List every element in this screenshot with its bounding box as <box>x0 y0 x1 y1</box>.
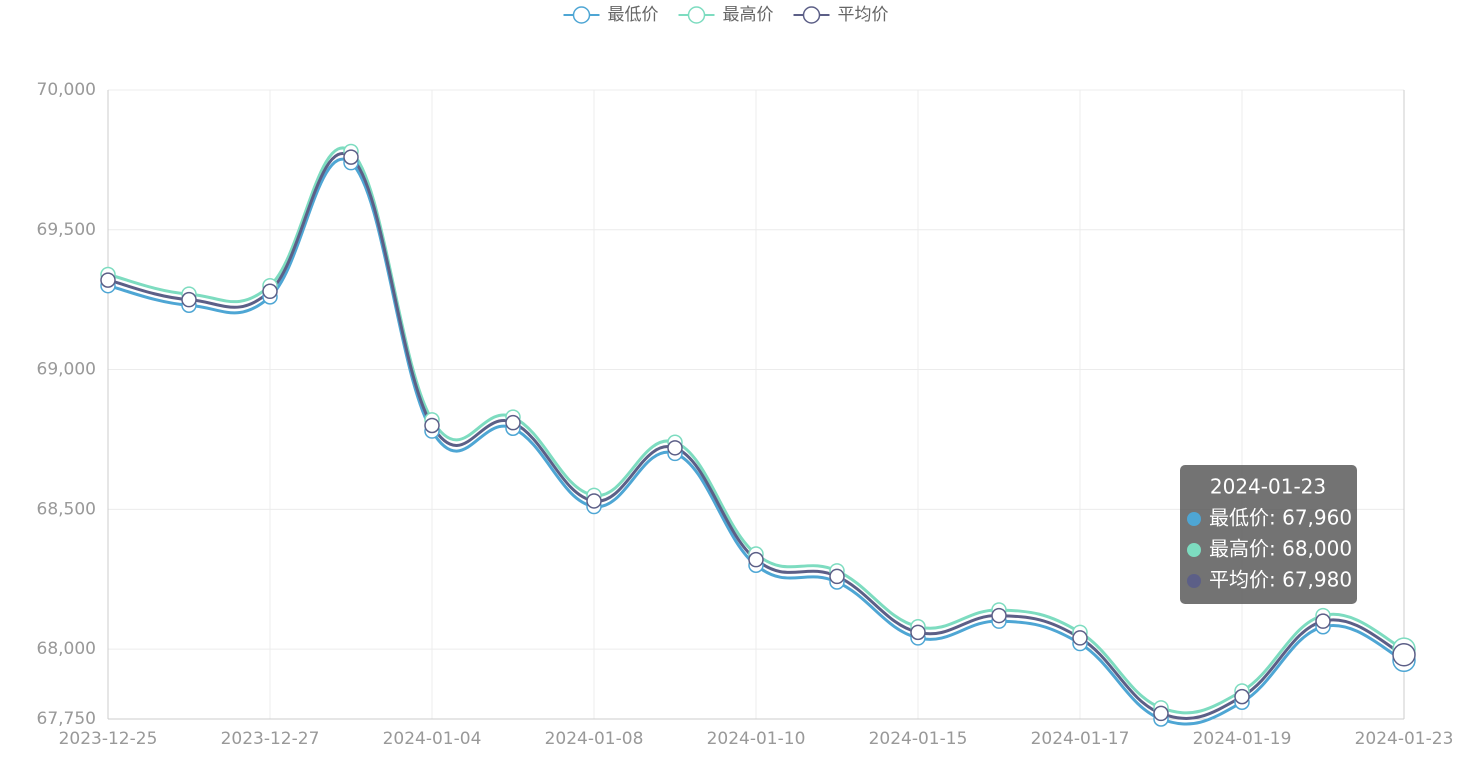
tooltip-dot <box>1187 512 1201 526</box>
tooltip-item: 最低价: 67,960 <box>1209 506 1352 530</box>
y-tick-label: 70,000 <box>37 80 96 100</box>
tooltip: 2024-01-23 最低价: 67,960 最高价: 68,000 平均价: 67,… <box>1180 465 1357 604</box>
tooltip-dot <box>1187 543 1201 557</box>
legend-icon-marker <box>687 6 706 24</box>
point-marker <box>910 624 926 641</box>
legend-icon-marker <box>802 6 821 24</box>
point-marker <box>1392 642 1416 667</box>
point-marker <box>505 414 521 431</box>
point-marker <box>748 551 764 568</box>
x-tick-label: 2024-01-04 <box>383 729 482 749</box>
y-tick-label: 68,000 <box>37 639 96 659</box>
point-marker <box>262 283 278 300</box>
tooltip-dot <box>1187 574 1201 588</box>
tooltip-box <box>1180 465 1357 604</box>
y-tick-label: 69,500 <box>37 220 96 240</box>
legend-label: 最低价 <box>608 5 659 25</box>
tooltip-item: 最高价: 68,000 <box>1209 537 1352 561</box>
point-marker <box>100 272 116 288</box>
y-tick-label: 67,750 <box>37 709 96 729</box>
y-tick-label: 68,500 <box>37 499 96 519</box>
y-tick-label: 69,000 <box>37 360 96 380</box>
x-tick-label: 2024-01-19 <box>1193 729 1292 749</box>
point-marker <box>1072 630 1088 646</box>
tooltip-item: 平均价: 67,980 <box>1209 568 1352 592</box>
point-marker <box>1234 688 1250 705</box>
x-tick-label: 2024-01-08 <box>545 729 644 749</box>
point-marker <box>343 149 359 165</box>
point-marker <box>1315 613 1331 629</box>
legend-label: 最高价 <box>723 5 774 25</box>
point-marker <box>829 568 845 585</box>
point-marker <box>424 417 440 434</box>
point-marker <box>586 493 602 509</box>
point-marker <box>991 607 1007 624</box>
legend-label: 平均价 <box>838 5 889 25</box>
x-tick-label: 2024-01-23 <box>1355 729 1454 749</box>
x-tick-label: 2023-12-25 <box>59 729 158 749</box>
point-marker <box>667 440 683 456</box>
point-marker <box>181 291 197 308</box>
x-tick-label: 2024-01-10 <box>707 729 806 749</box>
point-marker <box>1153 705 1169 722</box>
legend-icon-marker <box>572 6 591 24</box>
x-tick-label: 2024-01-17 <box>1031 729 1130 749</box>
x-tick-label: 2024-01-15 <box>869 729 968 749</box>
tooltip-title: 2024-01-23 <box>1210 475 1326 499</box>
x-tick-label: 2023-12-27 <box>221 729 320 749</box>
